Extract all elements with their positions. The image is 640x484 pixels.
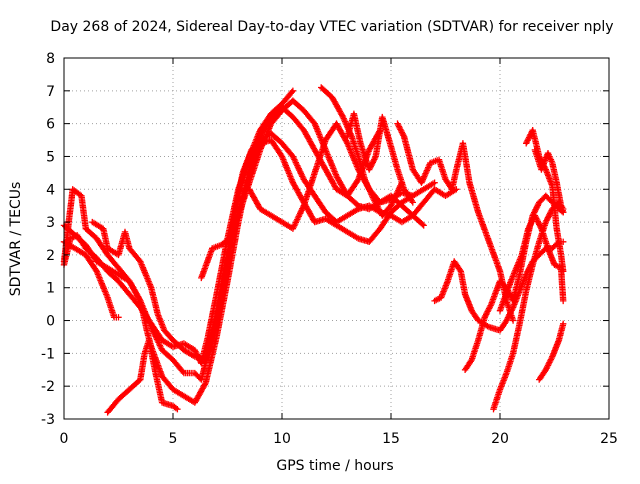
y-tick-label: 2 <box>46 248 55 264</box>
marker-trace <box>490 199 567 413</box>
marker-trace <box>344 110 416 206</box>
x-tick-label: 0 <box>60 431 69 447</box>
series-track-17 <box>531 146 567 216</box>
series-track-12 <box>431 238 567 334</box>
series-track-18 <box>536 320 567 383</box>
x-tick-label: 15 <box>382 431 400 447</box>
plot-frame <box>63 57 610 420</box>
marker-trace <box>198 97 427 282</box>
y-tick-label: 6 <box>46 117 55 133</box>
series-track-16 <box>496 212 567 314</box>
data-points <box>60 84 567 416</box>
series-track-9 <box>318 84 406 219</box>
marker-trace <box>496 212 567 314</box>
x-tick-label: 5 <box>169 431 178 447</box>
y-tick-label: 7 <box>46 84 55 100</box>
y-tick-label: 0 <box>46 314 55 330</box>
y-tick-label: 5 <box>46 149 55 165</box>
axis-ticks: -3 -2 -1 0 1 2 3 4 5 6 7 8 0 5 10 15 20 25 <box>41 51 618 447</box>
chart-title: Day 268 of 2024, Sidereal Day-to-day VTE… <box>50 19 613 35</box>
y-tick-label: 1 <box>46 281 55 297</box>
y-tick-label: 3 <box>46 215 55 231</box>
x-tick-label: 25 <box>600 431 618 447</box>
y-tick-label: 4 <box>46 182 55 198</box>
series-track-10 <box>344 110 416 206</box>
marker-trace <box>318 84 406 219</box>
series-track-6 <box>104 337 181 416</box>
y-tick-label: -3 <box>41 412 55 428</box>
series-track-7 <box>198 97 427 282</box>
marker-trace <box>536 320 567 383</box>
x-tick-label: 10 <box>273 431 291 447</box>
y-tick-label: -1 <box>41 346 55 362</box>
marker-trace <box>104 337 181 416</box>
y-axis-label: SDTVAR / TECUs <box>8 182 24 297</box>
marker-trace <box>431 238 567 334</box>
y-tick-label: 8 <box>46 51 55 67</box>
y-tick-label: -2 <box>41 379 55 395</box>
marker-trace <box>531 146 567 216</box>
x-tick-label: 20 <box>491 431 509 447</box>
series-track-14 <box>490 199 567 413</box>
x-axis-label: GPS time / hours <box>276 458 393 474</box>
